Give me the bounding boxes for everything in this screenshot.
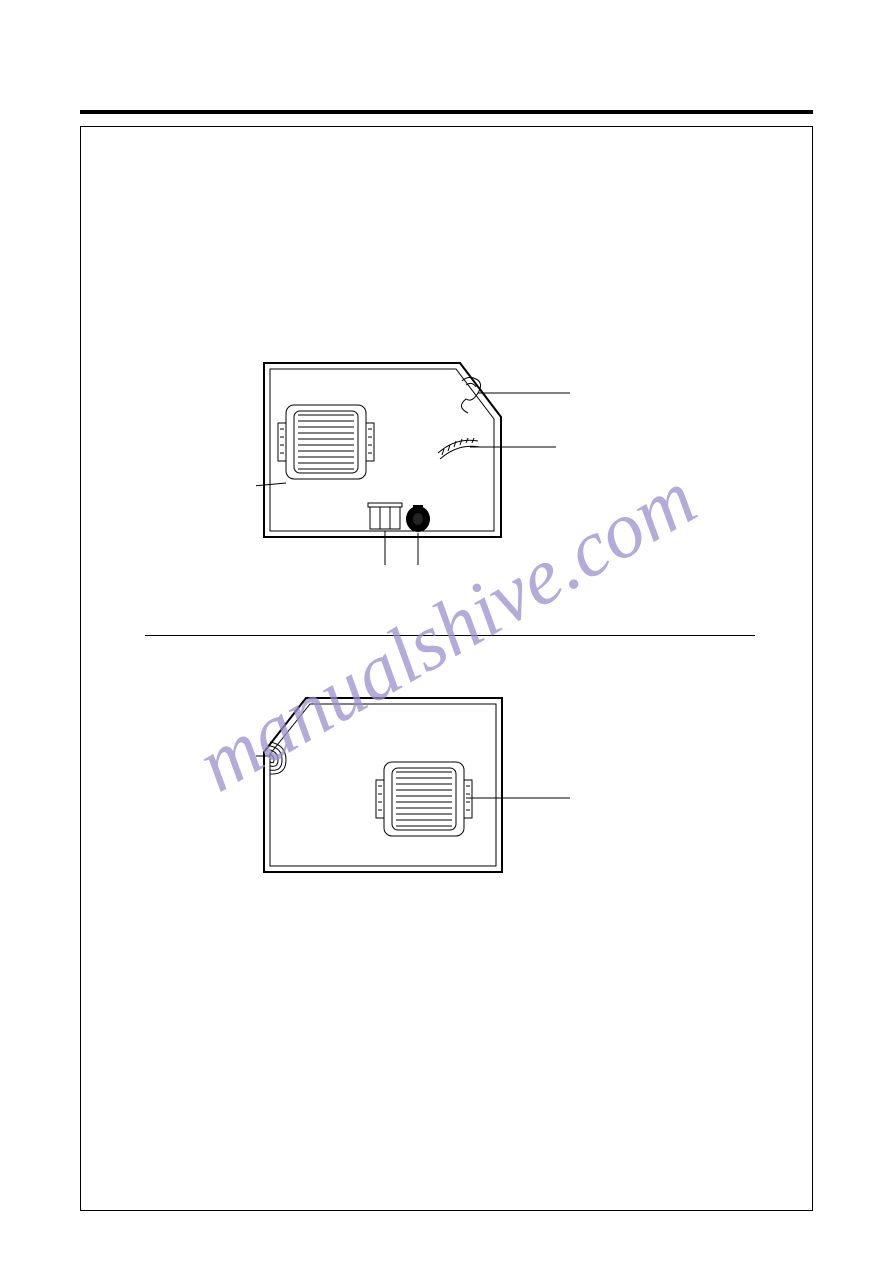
- page-content-frame: [80, 126, 813, 1211]
- diagram-upper-svg: [256, 355, 596, 585]
- round-component: [406, 505, 430, 532]
- figure-separator: [145, 635, 755, 636]
- diagram-lower-svg: [256, 690, 596, 920]
- control-block: [368, 503, 402, 529]
- fan-assembly: [278, 405, 374, 479]
- enclosure-outer: [264, 698, 502, 872]
- flex-hose: [438, 438, 480, 459]
- diagram-upper: [256, 355, 596, 585]
- side-vent: [270, 742, 286, 774]
- scroll-part: [461, 377, 480, 413]
- fan-assembly: [376, 762, 472, 836]
- diagram-lower: [256, 690, 596, 920]
- enclosure-inner: [270, 704, 496, 866]
- page-top-rule: [80, 110, 813, 114]
